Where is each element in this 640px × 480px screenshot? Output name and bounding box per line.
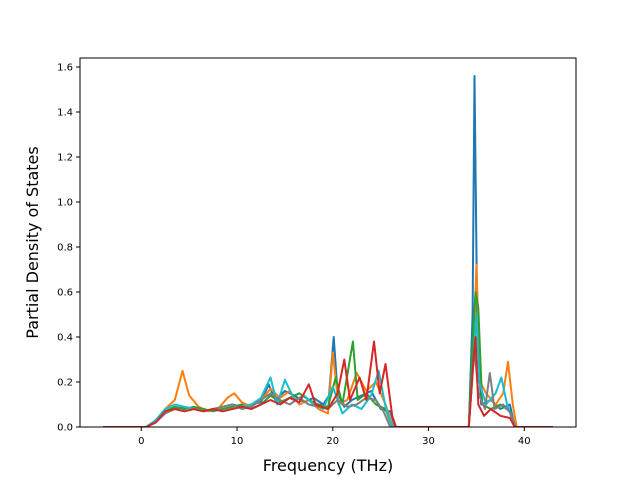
y-axis-ticks: 0.0 0.2 0.4 0.6 0.8 1.0 1.2 1.4 1.6 [57,63,80,434]
x-axis-ticks: 0 10 20 30 40 [138,427,531,447]
y-tick-label: 0.8 [57,243,73,254]
y-tick-label: 0.0 [57,423,73,434]
plot-frame [79,57,577,428]
y-tick-label: 0.4 [57,333,73,344]
y-tick-label: 1.0 [57,198,73,209]
x-tick-label: 30 [422,436,435,447]
x-tick-label: 40 [518,436,531,447]
y-tick-label: 0.6 [57,288,73,299]
y-tick-label: 1.6 [57,63,73,74]
x-axis-label: Frequency (THz) [263,456,393,475]
series-layer [103,75,553,427]
y-axis-label: Partial Density of States [23,146,42,338]
x-tick-label: 20 [326,436,339,447]
x-tick-label: 0 [138,436,144,447]
y-tick-label: 1.2 [57,153,73,164]
y-tick-label: 1.4 [57,108,73,119]
x-tick-label: 10 [231,436,244,447]
series-line-6 [103,336,553,427]
y-tick-label: 0.2 [57,378,73,389]
